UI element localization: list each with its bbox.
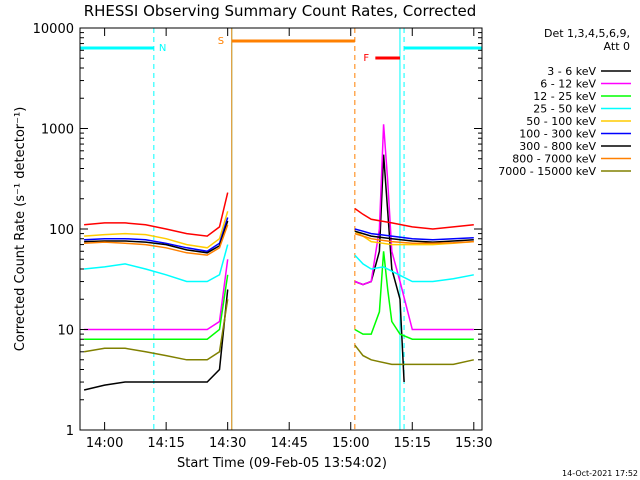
series-line-5 <box>84 217 229 253</box>
y-axis-label: Corrected Count Rate (s⁻¹ detector⁻¹) <box>13 107 28 352</box>
legend-label: 3 - 6 keV <box>547 65 596 78</box>
legend-label: 50 - 100 keV <box>526 115 596 128</box>
x-tick-label: 15:30 <box>455 436 492 451</box>
series-line-0 <box>83 289 229 391</box>
x-tick-label: 15:00 <box>332 436 369 451</box>
saa-label: S <box>218 36 224 47</box>
y-tick-label: 10000 <box>33 22 74 37</box>
legend-label: 300 - 800 keV <box>519 140 596 153</box>
axes: 14:00 14:15 14:30 14:45 15:00 15:15 15:30 1 10 10… <box>33 22 493 451</box>
series-line-1 <box>354 124 474 331</box>
x-tick-label: 14:00 <box>86 436 123 451</box>
legend-label: 7000 - 15000 keV <box>498 165 596 178</box>
legend-header: Att 0 <box>604 40 630 53</box>
series-line-4 <box>84 211 229 249</box>
series-line-8 <box>354 344 474 366</box>
series-line-5 <box>354 228 474 241</box>
y-tick-label: 10 <box>57 324 74 339</box>
timestamp: 14-Oct-2021 17:52 <box>562 469 638 478</box>
flare-label: F <box>363 53 369 64</box>
legend-label: 6 - 12 keV <box>540 78 596 91</box>
series-line-1 <box>84 259 229 331</box>
series-line-7 <box>84 224 229 256</box>
legend-label: 100 - 300 keV <box>519 128 596 141</box>
x-tick-label: 14:45 <box>270 436 307 451</box>
series-line-6 <box>354 230 474 243</box>
night-label: N <box>159 43 166 54</box>
series-line-2 <box>84 274 229 340</box>
x-tick-label: 15:15 <box>394 436 431 451</box>
series-line-3 <box>84 244 229 283</box>
plot-area: N S F <box>79 28 483 430</box>
legend-label: 25 - 50 keV <box>533 103 596 116</box>
x-tick-label: 14:15 <box>147 436 184 451</box>
series-line-7 <box>354 232 474 245</box>
series-line-9 <box>84 192 229 237</box>
x-axis-label: Start Time (09-Feb-05 13:54:02) <box>177 456 387 471</box>
series-line-2 <box>354 251 474 340</box>
chart-title: RHESSI Observing Summary Count Rates, Co… <box>84 2 477 20</box>
legend-label: 800 - 7000 keV <box>512 153 596 166</box>
series-line-3 <box>354 254 474 283</box>
legend-header: Det 1,3,4,5,6,9, <box>544 27 630 40</box>
series-line-9 <box>354 207 474 230</box>
legend-label: 12 - 25 keV <box>533 90 596 103</box>
plot-frame <box>79 27 483 431</box>
series-line-8 <box>83 299 229 361</box>
y-tick-label: 100 <box>49 223 74 238</box>
y-tick-label: 1000 <box>41 123 74 138</box>
x-tick-label: 14:30 <box>209 436 246 451</box>
y-tick-label: 1 <box>66 424 74 439</box>
series-line-6 <box>84 220 229 254</box>
